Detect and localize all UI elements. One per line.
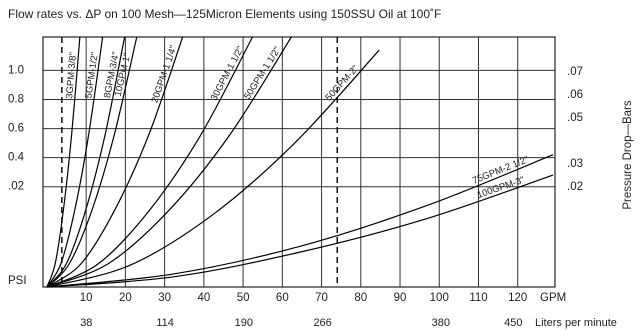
x-tick-label: 110: [469, 292, 487, 304]
chart-title: Flow rates vs. ΔP on 100 Mesh—125Micron …: [8, 7, 441, 21]
x-tick-label: 100: [430, 292, 449, 304]
x-tick-label: 120: [508, 292, 527, 304]
y-tick-label: 0.6: [8, 123, 24, 135]
flow-curve: [46, 36, 81, 288]
x-tick-label: 20: [119, 292, 132, 304]
y2-tick-label: .06: [567, 89, 583, 101]
x-tick-label: 10: [80, 292, 93, 304]
x2-tick-label: 380: [432, 317, 450, 329]
y-tick-label: 0.8: [8, 94, 24, 106]
y-tick-label: 1.0: [8, 64, 24, 76]
y-axis-label: PSI: [8, 275, 27, 287]
curve-label: 3GPM-3/8": [64, 52, 79, 99]
y2-tick-label: .05: [567, 112, 583, 124]
x-tick-label: 50: [237, 292, 250, 304]
x2-tick-label: 190: [235, 317, 253, 329]
curve-label: 50GPM-2": [323, 63, 361, 103]
curve-label: 30GPM-1 1/2": [209, 45, 247, 103]
y-tick-label: .02: [8, 181, 24, 193]
flow-curve: [46, 36, 126, 288]
x-tick-label: 40: [197, 292, 210, 304]
flow-curve: [46, 36, 184, 288]
x2-tick-label: 38: [80, 317, 92, 329]
flow-curve: [46, 36, 254, 288]
y-tick-label: 0.4: [8, 152, 25, 164]
x-tick-label: 70: [315, 292, 328, 304]
x-tick-label: 90: [394, 292, 407, 304]
flow-curve: [46, 36, 104, 288]
flow-curve: [46, 49, 380, 288]
x-tick-label: 60: [276, 292, 289, 304]
flow-curve: [46, 174, 554, 288]
curve-label: 50GPM-1 1/2": [242, 45, 283, 102]
x2-tick-label: 114: [156, 317, 174, 329]
x-tick-label: 80: [354, 292, 367, 304]
flow-curve: [46, 36, 292, 288]
x2-tick-label: 450: [504, 317, 522, 329]
x2-tick-label: 266: [313, 317, 331, 329]
x-tick-label: 30: [158, 292, 171, 304]
flow-curve: [46, 36, 138, 288]
y2-tick-label: .07: [567, 66, 583, 78]
y2-axis-label: Pressure Drop—Bars: [622, 100, 634, 210]
x-axis-label: GPM: [540, 292, 566, 304]
flow-curve: [46, 154, 554, 288]
y2-tick-label: .03: [567, 158, 583, 170]
y2-tick-label: .02: [567, 181, 583, 193]
x2-axis-label: Liters per minute: [535, 317, 617, 329]
plot-frame: [42, 36, 556, 288]
